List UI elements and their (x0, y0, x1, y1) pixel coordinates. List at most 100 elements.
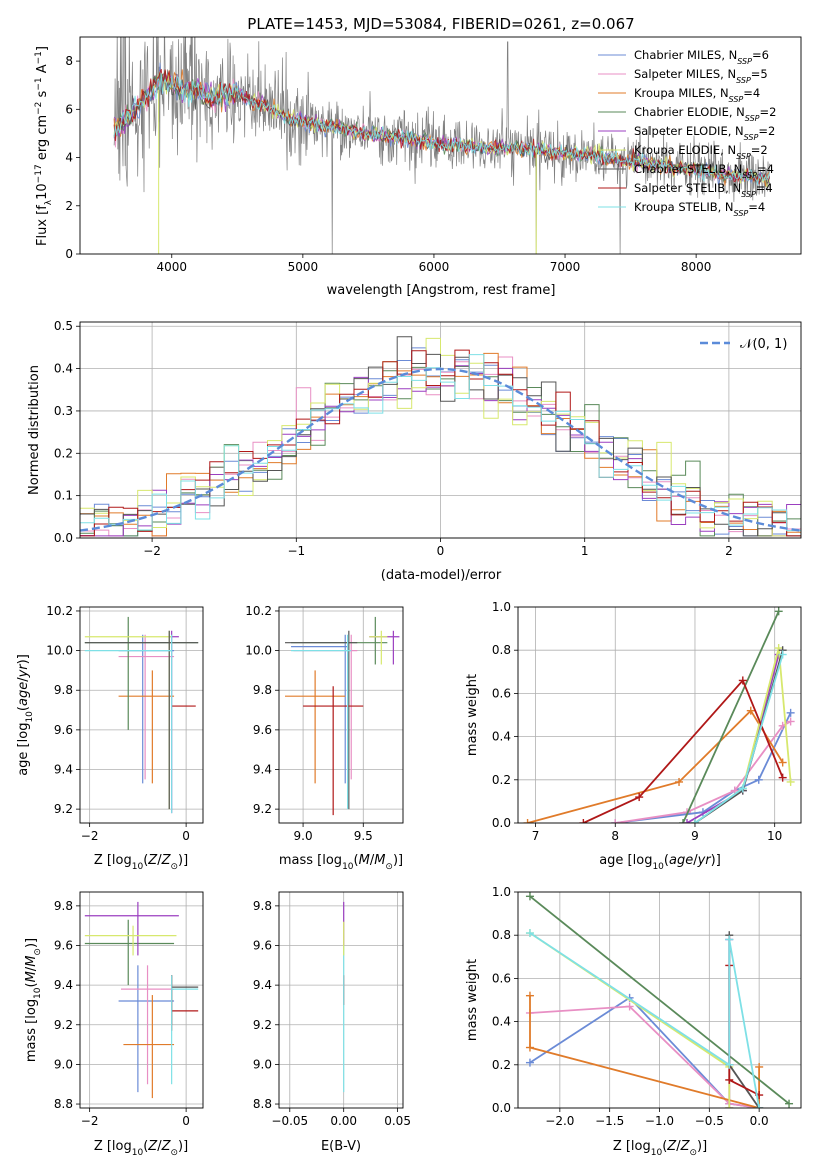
y-tick-label: 0.0 (492, 816, 511, 830)
y-tick-label: 0.4 (492, 730, 511, 744)
label-part: =4 (743, 86, 760, 100)
x-tick-label: 7000 (550, 260, 581, 274)
label-part: ( (16, 706, 31, 711)
label-part: =2 (758, 124, 775, 138)
label-part: ( (24, 982, 39, 987)
x-tick-label: 9.5 (354, 829, 373, 843)
label-part: / (676, 1139, 681, 1154)
label-part: Kroupa ELODIE, N (634, 143, 736, 157)
x-tick-label: −0.5 (695, 1114, 724, 1128)
axes-frame (79, 891, 204, 1109)
y-tick-label: 1.0 (492, 600, 511, 614)
label-part: =2 (751, 143, 768, 157)
label-part: 10 (132, 862, 144, 872)
x-tick-label: −2 (81, 1114, 99, 1128)
weight-series-line (529, 995, 760, 1108)
y-axis-label: mass weight (465, 959, 480, 1041)
label-part: −17 (34, 164, 44, 183)
label-part: ( (664, 853, 669, 868)
label-part: ( (143, 1139, 148, 1154)
axes-frame (79, 36, 802, 255)
y-tick-label: 4 (65, 151, 73, 165)
label-part: 10 (35, 183, 50, 200)
residual-panel: −2 −1 0 1 2 0.0 0.1 0.2 0.3 0.4 0.5 (data-model)/er… (27, 319, 802, 583)
label-part: Z (147, 1139, 158, 1154)
mass-vs-metallicity-panel: −2 08.89.09.29.49.69.8Z [log10(Z/Z⊙)]mass… (24, 891, 204, 1158)
label-part: )] (178, 853, 188, 868)
mass-vs-extinction-panel: −0.05 0.00 0.05 8.8 9.0 9.2 9.4 9.6 9.8 E(B-V) (253, 891, 411, 1154)
x-tick-label: −1.5 (595, 1114, 624, 1128)
label-part: ⊙ (170, 862, 178, 872)
axes-frame (79, 606, 204, 824)
label-part: SSP (744, 133, 759, 142)
residual-histogram-step (80, 354, 801, 533)
label-part: A (35, 64, 50, 77)
label-part: ⊙ (385, 862, 393, 872)
legend-entry: Kroupa ELODIE, NSSP=2 (634, 143, 768, 161)
y-tick-label: 0.5 (54, 319, 73, 333)
legend-entry: 𝒩(0, 1) (740, 337, 787, 352)
label-part: yr (16, 663, 31, 679)
y-tick-label: 9.6 (54, 723, 73, 737)
legend-entry: Kroupa STELIB, NSSP=4 (634, 200, 765, 218)
label-part: )] (24, 938, 39, 948)
y-tick-label: 10.0 (46, 644, 73, 658)
y-tick-label: 9.4 (253, 762, 272, 776)
y-tick-label: 6 (65, 102, 73, 116)
label-part: 10 (25, 711, 35, 723)
label-part: ( (354, 853, 359, 868)
label-part: Salpeter ELODIE, N (634, 124, 744, 138)
label-part: Z (161, 853, 172, 868)
legend-entry: Chabrier MILES, NSSP=6 (634, 48, 769, 66)
y-tick-label: 0.0 (54, 531, 73, 545)
label-part: M (24, 956, 39, 967)
spectrum-panel: 4000 5000 6000 7000 8000 0 2 4 6 8 wavelength [Ang… (34, 36, 802, 298)
x-tick-label: −0.05 (271, 1114, 308, 1128)
y-tick-label: 0.2 (492, 1058, 511, 1072)
y-tick-label: 9.8 (54, 683, 73, 697)
x-tick-label: −2 (143, 544, 161, 558)
label-part: SSP (737, 57, 752, 66)
y-tick-label: 1.0 (492, 885, 511, 899)
y-tick-label: 8 (65, 54, 73, 68)
y-tick-label: 0.2 (492, 773, 511, 787)
label-part: =2 (760, 105, 777, 119)
y-tick-label: 9.8 (253, 899, 272, 913)
y-tick-label: 10.2 (245, 604, 272, 618)
label-part: s (35, 90, 50, 101)
spectrum-title: PLATE=1453, MJD=53084, FIBERID=0261, z=0… (247, 15, 634, 33)
label-part: ⊙ (33, 948, 43, 956)
label-part: Salpeter STELIB, N (634, 181, 741, 195)
label-part: M (374, 853, 385, 868)
y-axis-label: mass weight (465, 674, 480, 756)
legend-entry: Chabrier ELODIE, NSSP=2 (634, 105, 776, 123)
label-part: / (24, 966, 39, 971)
label-part: =4 (756, 181, 773, 195)
label-part: / (157, 853, 162, 868)
legend-entry: Salpeter ELODIE, NSSP=2 (634, 124, 775, 142)
label-part: SSP (734, 209, 749, 218)
label-part: 10 (132, 1148, 144, 1158)
x-tick-label: 8 (611, 829, 619, 843)
x-axis-label: Z [log10(Z/Z⊙)] (94, 853, 188, 872)
label-part: )] (178, 1139, 188, 1154)
label-part: )] (697, 1139, 707, 1154)
y-tick-label: 9.4 (54, 978, 73, 992)
label-part: −1 (34, 51, 44, 64)
label-part: ⊙ (170, 1148, 178, 1158)
axes-frame (517, 891, 802, 1109)
x-axis-label: Z [log10(Z/Z⊙)] (94, 1139, 188, 1158)
label-part: Kroupa MILES, N (634, 86, 729, 100)
label-part: yr (697, 853, 713, 868)
label-part: Kroupa STELIB, N (634, 200, 734, 214)
label-part: ( (143, 853, 148, 868)
legend-entry: Salpeter MILES, NSSP=5 (634, 67, 768, 85)
label-part: ⊙ (689, 1148, 697, 1158)
label-part: =4 (748, 200, 765, 214)
label-part: / (16, 677, 31, 682)
y-tick-label: 9.2 (54, 1018, 73, 1032)
label-part: mass [log (24, 999, 39, 1062)
